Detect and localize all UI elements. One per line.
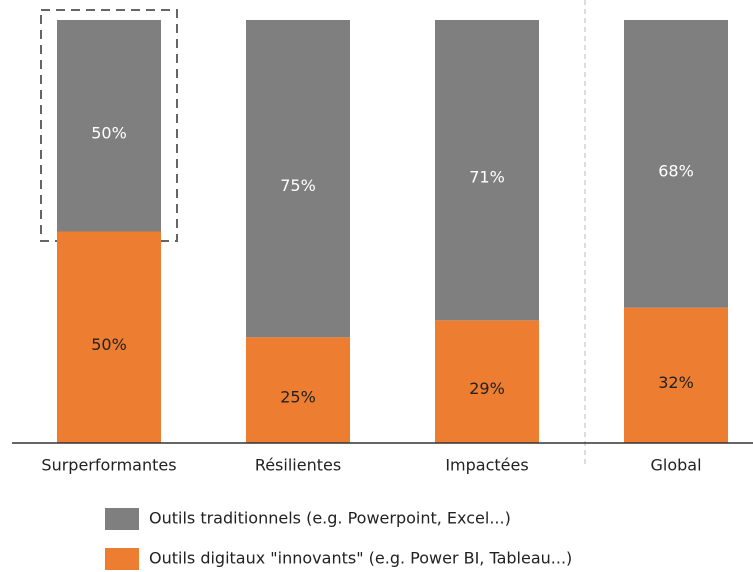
bar-segment [435, 20, 539, 321]
legend-label: Outils digitaux "innovants" (e.g. Power … [149, 549, 572, 568]
bar-segment [246, 337, 350, 443]
x-tick-label: Surperformantes [41, 456, 176, 475]
data-label: 75% [280, 176, 316, 195]
x-tick-label: Impactées [445, 456, 528, 475]
bar-segment [435, 320, 539, 443]
legend-label: Outils traditionnels (e.g. Powerpoint, E… [149, 509, 511, 528]
x-tick-label: Résilientes [255, 456, 341, 475]
data-label: 32% [658, 373, 694, 392]
data-label: 68% [658, 161, 694, 180]
data-label: 71% [469, 168, 505, 187]
data-label: 50% [91, 335, 127, 354]
bar-segment [246, 20, 350, 338]
bar-segment [57, 20, 161, 232]
bar-segment [624, 307, 728, 443]
legend-swatch [105, 548, 139, 570]
bar-segment [57, 231, 161, 443]
legend-swatch [105, 508, 139, 530]
data-label: 25% [280, 388, 316, 407]
bar-segment [624, 20, 728, 308]
data-label: 29% [469, 379, 505, 398]
x-tick-label: Global [650, 456, 701, 475]
data-label: 50% [91, 123, 127, 142]
